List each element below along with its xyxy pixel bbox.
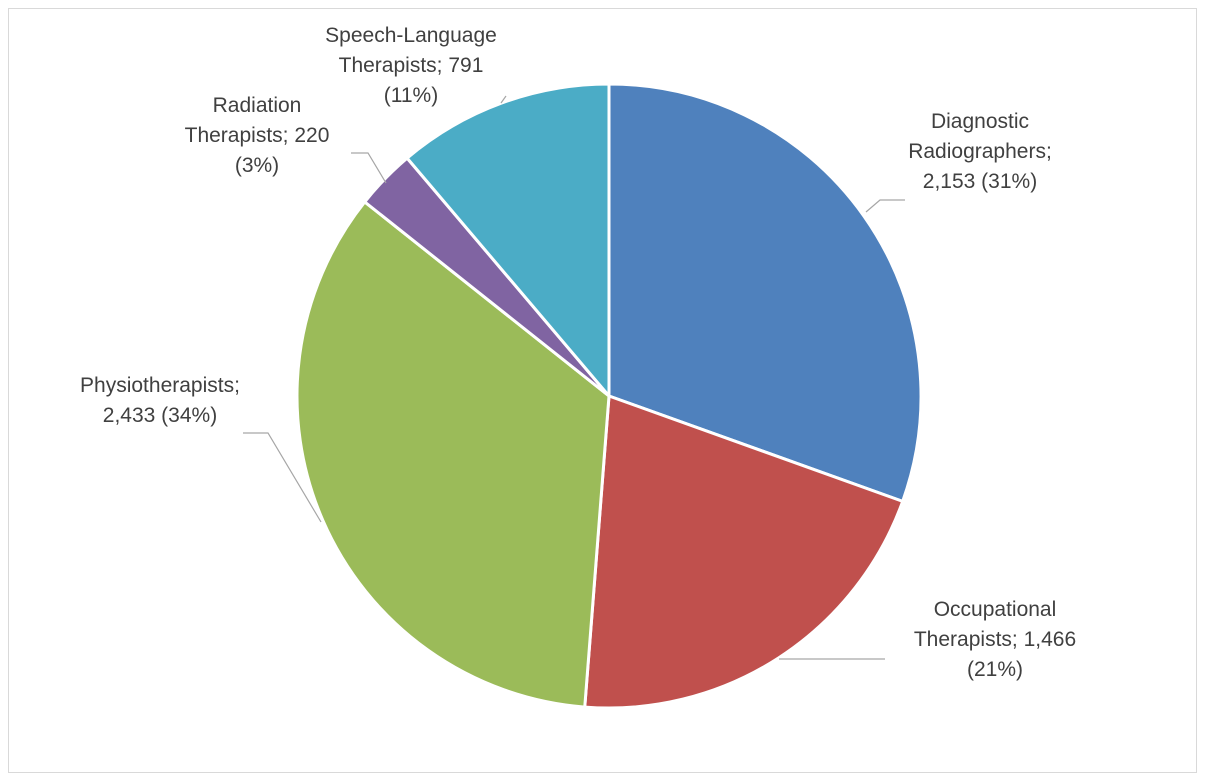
- data-label-line: Radiation: [213, 94, 302, 117]
- data-label-line: 2,153 (31%): [923, 170, 1037, 193]
- data-label-line: 2,433 (34%): [103, 404, 217, 427]
- data-label-diagnostic-radiographers: Diagnostic Radiographers; 2,153 (31%): [908, 110, 1052, 193]
- leader-lines: [243, 95, 905, 660]
- data-labels: Diagnostic Radiographers; 2,153 (31%) Occup…: [80, 24, 1076, 681]
- leader-line-radiation-therapists: [351, 152, 387, 184]
- data-label-radiation-therapists: Radiation Therapists; 220 (3%): [185, 94, 330, 177]
- data-label-line: Therapists; 791: [339, 54, 484, 77]
- data-label-line: Occupational: [934, 598, 1057, 621]
- data-label-physiotherapists: Physiotherapists; 2,433 (34%): [80, 374, 240, 427]
- data-label-line: Physiotherapists;: [80, 374, 240, 397]
- data-label-line: Therapists; 220: [185, 124, 330, 147]
- data-label-line: Therapists; 1,466: [914, 628, 1076, 651]
- data-label-speech-language-therapists: Speech-Language Therapists; 791 (11%): [325, 24, 497, 107]
- data-label-occupational-therapists: Occupational Therapists; 1,466 (21%): [914, 598, 1076, 681]
- pie-slice-occupational-therapists: [583, 394, 905, 710]
- data-label-line: Diagnostic: [931, 110, 1029, 133]
- data-label-line: Speech-Language: [325, 24, 497, 47]
- pie-slice-diagnostic-radiographers: [607, 82, 923, 503]
- pie-slices: [295, 82, 923, 710]
- data-label-line: (11%): [384, 84, 438, 107]
- leader-line-physiotherapists: [243, 432, 322, 523]
- leader-line-diagnostic-radiographers: [865, 199, 905, 213]
- data-label-line: (21%): [967, 658, 1023, 681]
- leader-line-speech-language-therapists: [500, 95, 507, 104]
- data-label-line: (3%): [235, 154, 279, 177]
- data-label-line: Radiographers;: [908, 140, 1052, 163]
- pie-slice-physiotherapists: [295, 200, 611, 709]
